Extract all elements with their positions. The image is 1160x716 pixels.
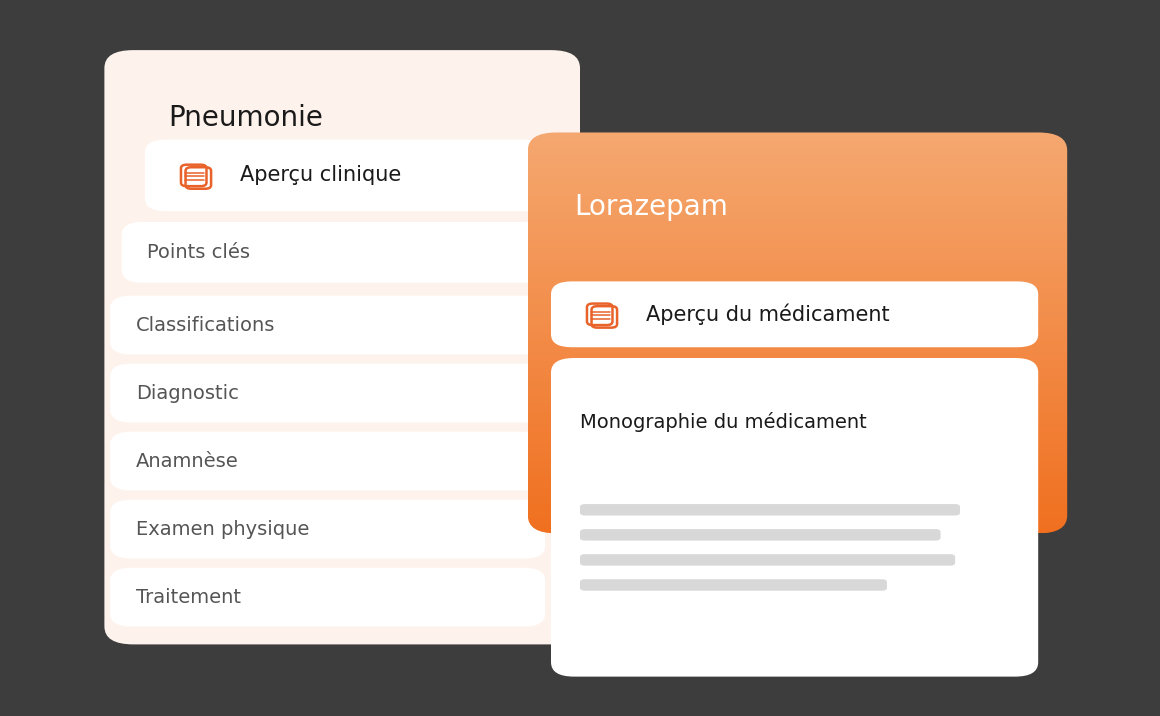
Text: Aperçu du médicament: Aperçu du médicament	[646, 304, 890, 325]
FancyBboxPatch shape	[580, 579, 887, 591]
FancyBboxPatch shape	[551, 358, 1038, 677]
FancyBboxPatch shape	[110, 432, 545, 490]
FancyBboxPatch shape	[110, 500, 545, 558]
Text: Anamnèse: Anamnèse	[136, 452, 239, 470]
FancyBboxPatch shape	[110, 296, 545, 354]
Text: Points clés: Points clés	[147, 243, 251, 262]
FancyBboxPatch shape	[580, 554, 955, 566]
Text: Lorazepam: Lorazepam	[574, 193, 728, 221]
Text: Aperçu clinique: Aperçu clinique	[240, 165, 401, 185]
FancyBboxPatch shape	[145, 140, 545, 211]
FancyBboxPatch shape	[104, 50, 580, 644]
Text: Pneumonie: Pneumonie	[168, 104, 324, 132]
FancyBboxPatch shape	[110, 568, 545, 626]
FancyBboxPatch shape	[580, 504, 960, 516]
Text: Examen physique: Examen physique	[136, 520, 309, 538]
Text: Diagnostic: Diagnostic	[136, 384, 239, 402]
FancyBboxPatch shape	[122, 222, 545, 283]
Text: Classifications: Classifications	[136, 316, 275, 334]
Text: Traitement: Traitement	[136, 588, 241, 606]
FancyBboxPatch shape	[580, 529, 941, 541]
FancyBboxPatch shape	[551, 281, 1038, 347]
Text: Monographie du médicament: Monographie du médicament	[580, 412, 867, 432]
FancyBboxPatch shape	[110, 364, 545, 422]
